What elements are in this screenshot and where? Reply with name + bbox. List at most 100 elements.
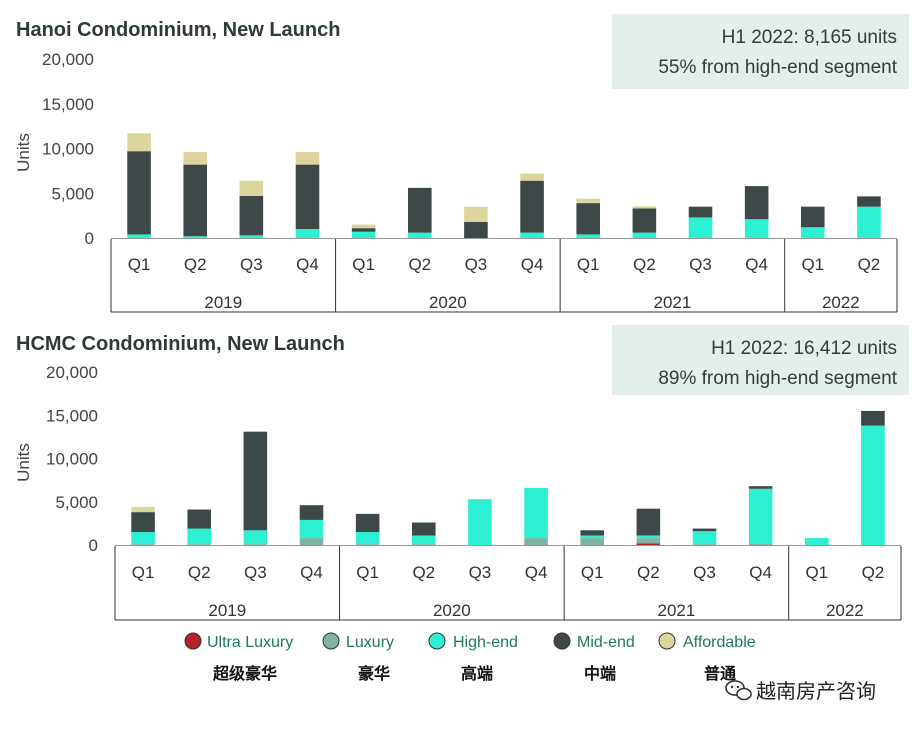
bar-ultra-luxury — [636, 543, 661, 545]
bar-mid-end — [355, 513, 380, 533]
bar-high-end — [187, 528, 212, 545]
bar-high-end — [468, 499, 492, 545]
bar-high-end — [804, 538, 829, 545]
x-tick-label: Q2 — [408, 255, 431, 274]
bar-mid-end — [299, 505, 324, 520]
bar-mid-end — [464, 221, 488, 238]
bar-luxury — [692, 544, 717, 545]
year-label: 2020 — [433, 601, 471, 620]
x-tick-label: Q1 — [132, 563, 155, 582]
bar-mid-end — [243, 431, 268, 531]
y-tick-label: 10,000 — [46, 450, 98, 469]
annotation-box — [612, 14, 909, 89]
y-tick-label: 0 — [85, 229, 94, 248]
watermark: 越南房产咨询 — [725, 680, 876, 703]
legend-label-ultra-luxury: Ultra Luxury — [207, 634, 293, 651]
bar-luxury — [524, 538, 548, 545]
bar-mid-end — [636, 508, 661, 536]
x-tick-label: Q1 — [356, 563, 379, 582]
legend-item-high-end: High-end 高端 — [428, 632, 518, 683]
bar-luxury — [131, 544, 155, 545]
y-tick-label: 5,000 — [55, 493, 98, 512]
bar-high-end — [299, 519, 324, 539]
bar-high-end — [800, 227, 825, 238]
y-axis-label: Units — [14, 133, 33, 172]
bar-luxury — [187, 544, 212, 545]
bar-luxury — [748, 543, 773, 545]
legend-item-affordable: Affordable 普通 — [658, 632, 756, 683]
year-label: 2020 — [429, 293, 467, 312]
bar-luxury — [636, 538, 661, 544]
bar-mid-end — [692, 528, 717, 532]
annotation-line: 89% from high-end segment — [658, 368, 897, 389]
bar-luxury — [411, 544, 436, 545]
legend-label-affordable: Affordable — [683, 634, 756, 651]
bar-affordable — [295, 152, 320, 165]
bar-mid-end — [407, 187, 432, 233]
bar-affordable — [520, 173, 544, 181]
x-tick-label: Q1 — [128, 255, 151, 274]
hcmc-chart: H1 2022: 16,412 units 89% from high-end s… — [14, 325, 909, 621]
bar-mid-end — [187, 509, 212, 529]
annotation-line: H1 2022: 16,412 units — [711, 338, 897, 359]
chart-title: Hanoi Condominium, New Launch — [16, 19, 340, 41]
bar-affordable — [183, 152, 208, 165]
bar-high-end — [857, 206, 881, 238]
bar-high-end — [239, 235, 264, 238]
legend-cn-luxury: 豪华 — [358, 664, 390, 683]
x-tick-label: Q3 — [693, 563, 716, 582]
bar-mid-end — [411, 522, 436, 536]
y-tick-label: 5,000 — [51, 184, 94, 203]
bar-affordable — [239, 180, 264, 196]
bar-mid-end — [744, 186, 769, 220]
bar-high-end — [131, 532, 155, 545]
bar-mid-end — [857, 196, 881, 207]
y-tick-label: 20,000 — [42, 50, 94, 69]
bar-high-end — [748, 488, 773, 544]
x-tick-label: Q3 — [244, 563, 267, 582]
legend-cn-affordable: 普通 — [704, 664, 736, 683]
x-tick-label: Q1 — [805, 563, 828, 582]
x-tick-label: Q1 — [577, 255, 600, 274]
bar-mid-end — [576, 203, 601, 235]
bar-high-end — [243, 530, 268, 545]
legend-cn-high-end: 高端 — [461, 664, 493, 683]
bar-mid-end — [748, 486, 773, 489]
bar-high-end — [688, 217, 713, 238]
legend-label-luxury: Luxury — [346, 634, 394, 651]
bar-affordable — [131, 506, 155, 513]
y-tick-label: 20,000 — [46, 363, 98, 382]
bar-affordable — [351, 224, 376, 229]
bar-mid-end — [127, 151, 151, 235]
legend-swatch-affordable — [658, 632, 676, 650]
x-tick-label: Q4 — [521, 255, 544, 274]
bar-high-end — [744, 219, 769, 238]
y-tick-label: 0 — [89, 536, 98, 555]
year-label: 2022 — [822, 293, 860, 312]
annotation-box — [612, 325, 909, 395]
x-tick-label: Q4 — [296, 255, 319, 274]
legend-cn-mid-end: 中端 — [584, 664, 616, 683]
x-tick-label: Q4 — [745, 255, 768, 274]
bar-mid-end — [239, 195, 264, 236]
watermark-text: 越南房产咨询 — [756, 680, 876, 703]
bar-affordable — [464, 206, 488, 222]
legend-item-ultra-luxury: Ultra Luxury 超级豪华 — [184, 632, 293, 683]
bar-high-end — [520, 232, 544, 238]
x-tick-label: Q2 — [858, 255, 881, 274]
year-label: 2021 — [654, 293, 692, 312]
annotation-line: H1 2022: 8,165 units — [722, 27, 897, 48]
bar-high-end — [411, 535, 436, 545]
x-tick-label: Q3 — [689, 255, 712, 274]
x-tick-label: Q2 — [184, 255, 207, 274]
bar-affordable — [127, 133, 151, 152]
bar-high-end — [861, 425, 885, 545]
x-tick-label: Q2 — [188, 563, 211, 582]
bar-luxury — [580, 538, 605, 545]
bar-mid-end — [351, 228, 376, 232]
legend-swatch-luxury — [322, 632, 340, 650]
bar-high-end — [692, 531, 717, 545]
wechat-icon — [725, 680, 752, 701]
x-tick-label: Q3 — [240, 255, 263, 274]
